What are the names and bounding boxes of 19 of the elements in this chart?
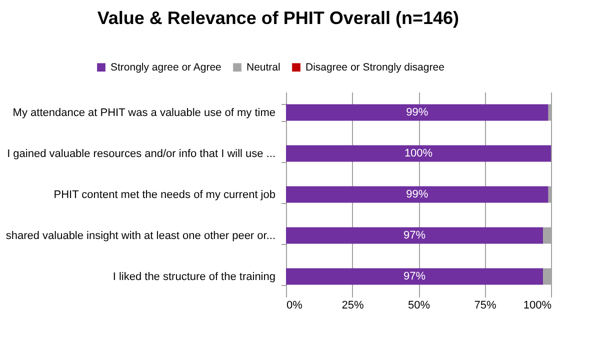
y-tick-label: PHIT content met the needs of my current job xyxy=(54,189,276,201)
x-tick-label: 0% xyxy=(286,300,303,312)
y-tick-label: My attendance at PHIT was a valuable use of my time xyxy=(12,107,276,119)
y-tick-label: I liked the structure of the training xyxy=(112,271,276,283)
x-tick-label: 100% xyxy=(523,300,552,312)
x-tick-label: 75% xyxy=(474,300,496,312)
y-tick-label: shared valuable insight with at least one other peer or... xyxy=(6,230,276,242)
data-label: 100% xyxy=(404,148,433,160)
data-label: 99% xyxy=(406,188,428,200)
legend-label: Neutral xyxy=(246,61,280,74)
legend-label: Strongly agree or Agree xyxy=(110,61,222,74)
data-label: 99% xyxy=(406,106,428,118)
y-tick-label: I gained valuable resources and/or info that I will use ... xyxy=(7,148,276,160)
data-label: 97% xyxy=(404,230,426,242)
data-label: 97% xyxy=(404,270,426,282)
x-tick-label: 50% xyxy=(408,300,430,312)
chart-title: Value & Relevance of PHIT Overall (n=146) xyxy=(97,8,459,28)
x-tick-label: 25% xyxy=(342,300,364,312)
legend-label: Disagree or Strongly disagree xyxy=(306,61,445,74)
